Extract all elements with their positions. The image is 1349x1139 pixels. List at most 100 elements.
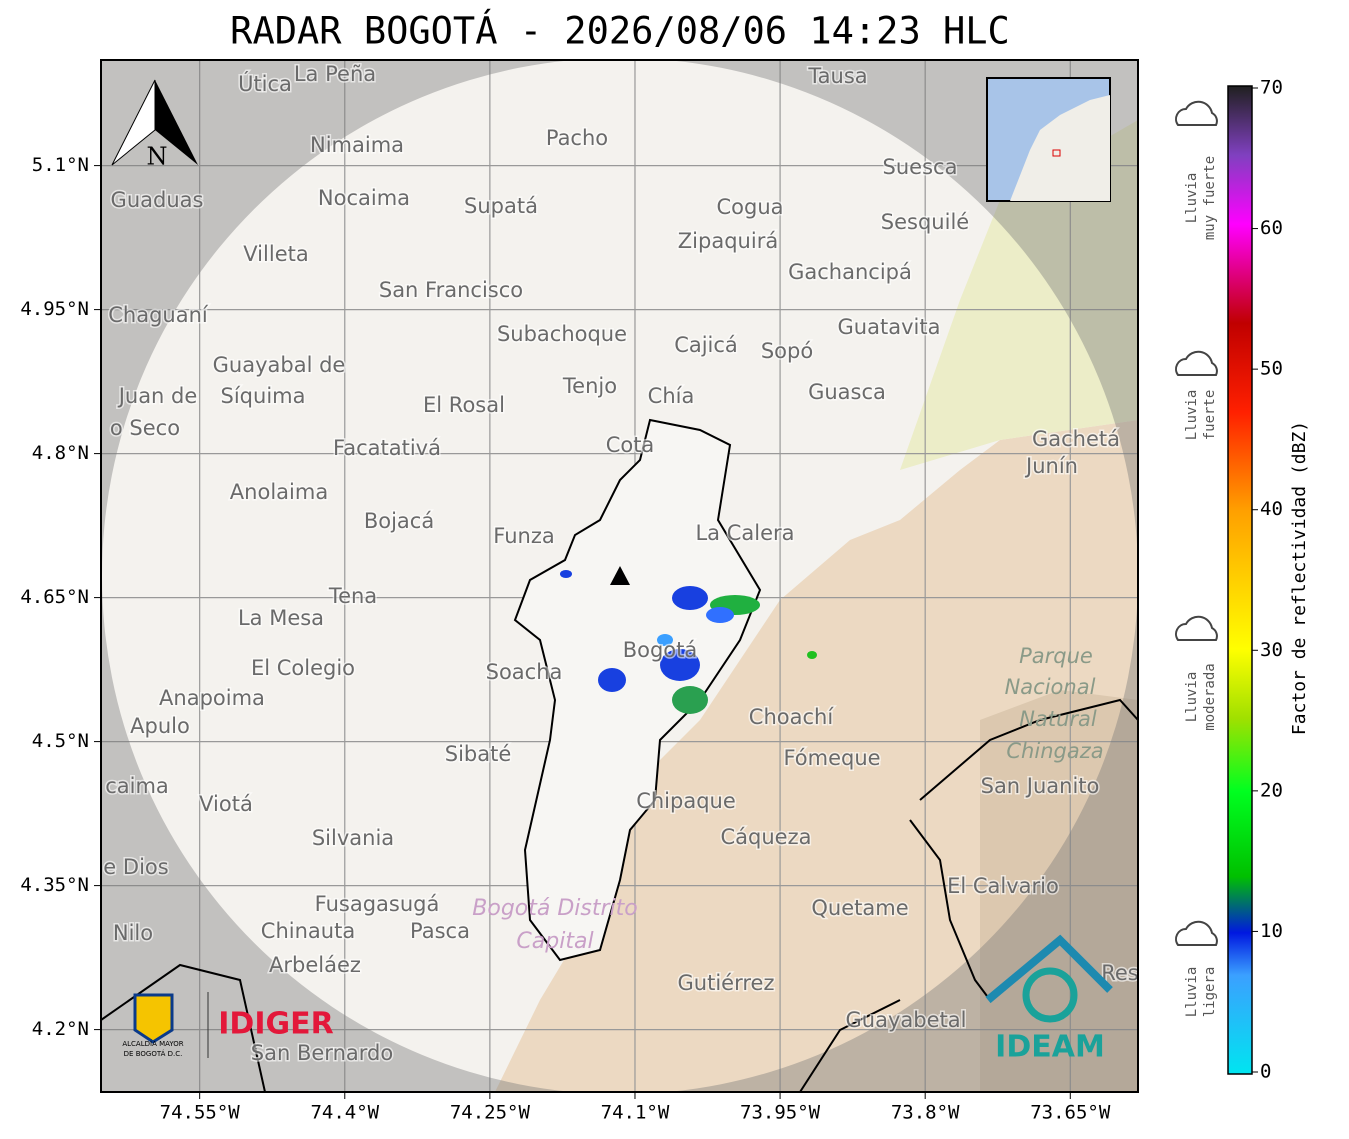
place-label: Supatá <box>464 194 538 218</box>
place-label: Facatativá <box>333 436 441 460</box>
y-tick-label: 4.65°N <box>20 586 89 608</box>
rain-icon <box>1175 920 1218 946</box>
place-label: Guayabetal <box>846 1008 967 1032</box>
colorbar-tick-label: 0 <box>1260 1061 1271 1083</box>
place-label: Cogua <box>716 195 783 219</box>
place-label: El Colegio <box>251 656 355 680</box>
y-tick-label: 4.8°N <box>32 442 89 464</box>
place-label: Tena <box>328 584 377 608</box>
y-tick-label: 4.2°N <box>32 1018 89 1040</box>
north-label: N <box>147 143 168 171</box>
place-label: Gachetá <box>1032 427 1120 451</box>
park-label: Parque <box>1019 644 1093 668</box>
place-label: San Bernardo <box>251 1041 393 1065</box>
place-label: caima <box>105 774 169 798</box>
place-label: Anolaima <box>230 480 328 504</box>
idiger-logo: IDIGER <box>218 1007 333 1042</box>
place-label: Bojacá <box>364 509 434 533</box>
y-tick-label: 4.35°N <box>20 874 89 896</box>
colorbar-tick-label: 10 <box>1260 920 1283 942</box>
x-tick-label: 73.65°W <box>1030 1102 1111 1124</box>
bogota-boundary <box>513 418 762 962</box>
place-label: Guaduas <box>111 188 204 212</box>
rain-label: ligera <box>1202 967 1218 1018</box>
place-label: Gutiérrez <box>678 971 775 995</box>
place-label: Bogotá <box>623 638 698 662</box>
rain-icon <box>1175 615 1218 641</box>
place-label: Guayabal de <box>213 353 346 377</box>
map: Útica La Peña Tausa Pacho Nimaima Guaduas Noca… <box>101 60 1138 1092</box>
park-label: Natural <box>1019 707 1097 731</box>
place-label: El Rosal <box>423 393 505 417</box>
ideam-text: IDEAM <box>995 1030 1105 1065</box>
place-label: Sopó <box>761 339 813 363</box>
x-tick-label: 73.95°W <box>740 1102 821 1124</box>
y-tick-label: 5.1°N <box>32 154 89 176</box>
rain-label: Lluvia <box>1184 967 1200 1018</box>
x-tick-label: 74.4°W <box>310 1102 379 1124</box>
ideam-logo <box>985 934 1113 1004</box>
y-tick-label: 4.95°N <box>20 298 89 320</box>
district-label: Capital <box>516 929 593 954</box>
radar-echoes <box>560 570 817 714</box>
place-label: Apulo <box>130 714 190 738</box>
ideam-logo <box>1022 967 1078 1023</box>
place-label: Silvania <box>312 826 394 850</box>
colorbar-tick-label: 70 <box>1260 77 1283 99</box>
place-label: Síquima <box>221 384 306 408</box>
place-label: San Francisco <box>379 278 523 302</box>
y-tick-label: 4.5°N <box>32 730 89 752</box>
place-label: Chinauta <box>261 919 355 943</box>
grid <box>101 60 1138 1092</box>
place-label: Funza <box>493 524 554 548</box>
place-label: Zipaquirá <box>678 229 778 253</box>
park-label: Chingaza <box>1006 739 1103 763</box>
colorbar-tick-label: 40 <box>1260 498 1283 520</box>
alcaldia-text: ALCALDÍA MAYOR <box>122 1039 183 1048</box>
place-label: La Peña <box>294 62 376 86</box>
place-label: Chipaque <box>636 789 736 813</box>
place-label: La Mesa <box>238 606 324 630</box>
x-tick-label: 74.55°W <box>160 1102 241 1124</box>
place-label: e Dios <box>103 855 168 879</box>
place-label: Chía <box>648 384 695 408</box>
colorbar-label: Factor de reflectividad (dBZ) <box>1289 421 1310 735</box>
inset-marker <box>1052 149 1061 157</box>
place-label: La Calera <box>695 521 794 545</box>
colorbar-tick-label: 20 <box>1260 779 1283 801</box>
rain-label: fuerte <box>1202 390 1218 441</box>
place-label: Cáqueza <box>721 825 812 849</box>
x-tick-label: 73.8°W <box>891 1102 960 1124</box>
rain-icon <box>1175 350 1218 376</box>
x-tick-label: 74.25°W <box>450 1102 531 1124</box>
terrain <box>495 420 1138 1092</box>
rain-label: moderada <box>1202 663 1218 730</box>
place-label: Nilo <box>113 921 153 945</box>
place-label: Tenjo <box>562 374 617 398</box>
place-label: Quetame <box>811 896 908 920</box>
department-boundary <box>101 698 1138 1092</box>
place-label: Guatavita <box>838 315 941 339</box>
place-label: Anapoima <box>159 686 265 710</box>
place-label: Sesquilé <box>881 210 969 234</box>
place-label: Subachoque <box>497 322 627 346</box>
terrain <box>900 120 1138 470</box>
place-label: Tausa <box>807 64 867 88</box>
place-label: Sibaté <box>445 742 512 766</box>
axes: 74.55°W 74.4°W 74.25°W 74.1°W 73.95°W 73.8°W 7… <box>20 154 1111 1123</box>
rain-label: Lluvia <box>1184 672 1200 723</box>
place-label: Juan de <box>117 384 198 408</box>
place-labels: Útica La Peña Tausa Pacho Nimaima Guaduas Noca… <box>102 61 1138 1067</box>
place-label: Pacho <box>546 126 608 150</box>
alcaldia-text: DE BOGOTÁ D.C. <box>124 1049 183 1058</box>
place-label: Guasca <box>808 380 886 404</box>
place-label: Útica <box>238 71 292 96</box>
colorbar-tick-label: 60 <box>1260 217 1283 239</box>
place-label: Nimaima <box>310 133 404 157</box>
radar-site <box>610 566 630 585</box>
place-label: Arbeláez <box>269 953 361 977</box>
place-label: Viotá <box>199 792 253 816</box>
inset-land <box>1010 95 1110 201</box>
